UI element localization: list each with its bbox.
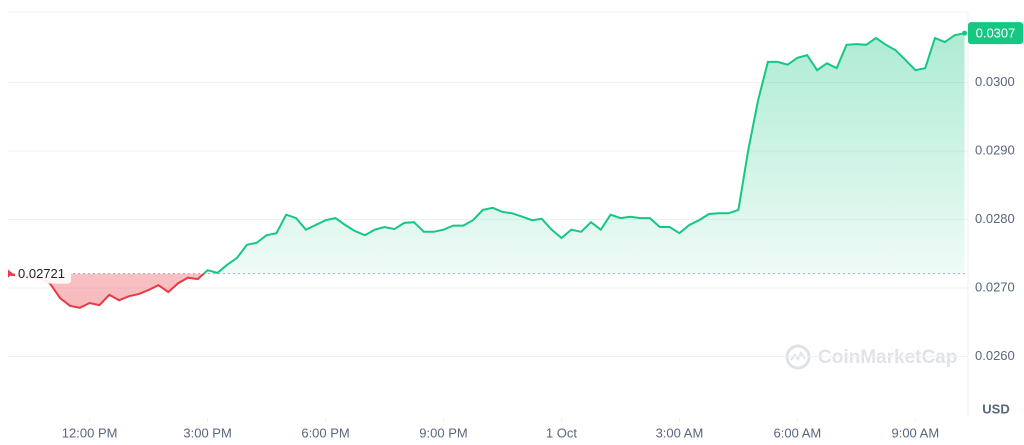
reference-marker — [8, 269, 13, 278]
y-tick-label: 0.0300 — [975, 74, 1015, 89]
y-tick-label: 0.0280 — [975, 211, 1015, 226]
x-tick-label: 12:00 PM — [62, 425, 118, 440]
last-point — [962, 30, 967, 36]
price-tag-label: 0.0307 — [976, 26, 1016, 41]
reference-label-box — [15, 263, 71, 284]
y-tick-label: 0.0260 — [975, 348, 1015, 363]
x-tick-label: 9:00 PM — [419, 425, 467, 440]
x-tick-label: 6:00 PM — [301, 425, 349, 440]
price-line-up — [202, 32, 965, 274]
x-tick-label: 9:00 AM — [891, 425, 939, 440]
x-tick-label: 3:00 PM — [183, 425, 231, 440]
x-tick-label: 3:00 AM — [656, 425, 704, 440]
y-tick-label: 0.0270 — [975, 279, 1015, 294]
price-line-down — [10, 273, 219, 309]
area-up — [11, 33, 965, 274]
y-unit: USD — [982, 401, 1009, 416]
y-tick-label: 0.0290 — [975, 142, 1015, 157]
price-tag — [968, 22, 1023, 45]
watermark: CoinMarketCap — [785, 344, 957, 370]
x-tick-label: 1 Oct — [546, 425, 577, 440]
watermark-text: CoinMarketCap — [818, 347, 957, 368]
reference-label: 0.02721 — [18, 266, 65, 281]
x-tick-label: 6:00 AM — [774, 425, 822, 440]
